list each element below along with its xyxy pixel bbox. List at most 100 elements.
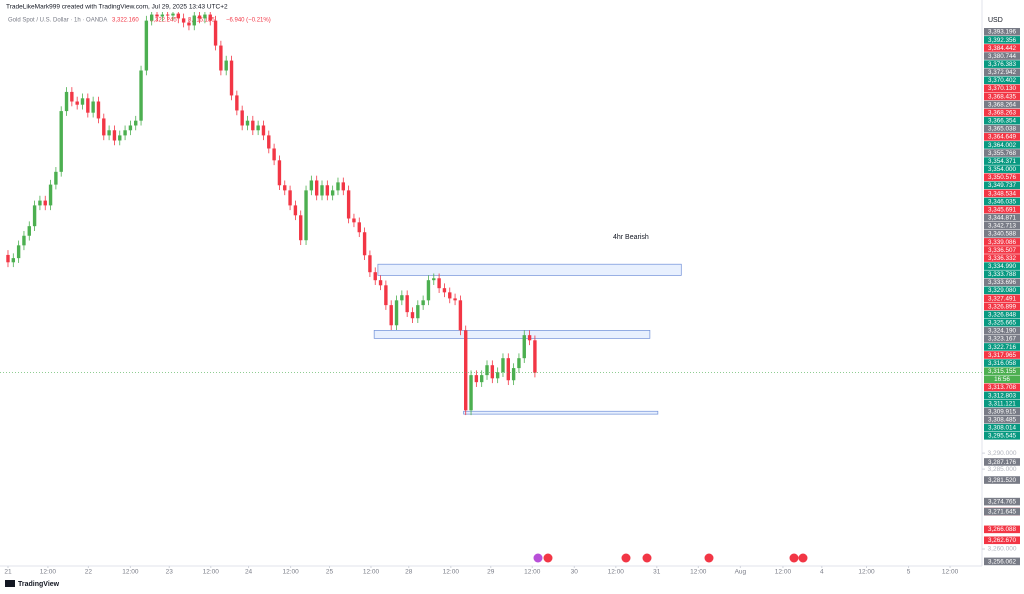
candle-body bbox=[485, 365, 489, 376]
candle-body bbox=[22, 235, 26, 246]
candle-body bbox=[128, 125, 133, 131]
candle-body bbox=[197, 15, 202, 19]
price-badge bbox=[984, 205, 1020, 214]
x-tick-label: 12:00 bbox=[282, 569, 299, 576]
candle-body bbox=[416, 305, 420, 319]
candle-body bbox=[75, 101, 79, 105]
price-badge-label: 3,364.002 bbox=[988, 142, 1017, 149]
candle-body bbox=[448, 292, 452, 299]
candle-body bbox=[267, 135, 271, 149]
candle-body bbox=[86, 98, 90, 113]
price-badge bbox=[984, 28, 1020, 36]
candle-body bbox=[527, 335, 532, 341]
candle-body bbox=[54, 171, 58, 185]
candle-body bbox=[511, 368, 516, 381]
price-badge bbox=[984, 391, 1020, 400]
price-badge-label: 3,384.442 bbox=[988, 45, 1017, 52]
candle-body bbox=[224, 60, 228, 71]
plot-area bbox=[6, 12, 682, 416]
price-badge-label: 3,295.545 bbox=[988, 433, 1017, 440]
x-tick-label: 12:00 bbox=[690, 569, 707, 576]
x-tick-label: 12:00 bbox=[363, 569, 380, 576]
price-badge-label: 3,368.435 bbox=[988, 93, 1017, 100]
price-badge bbox=[984, 84, 1020, 93]
price-badge bbox=[984, 149, 1020, 157]
x-tick-label: 12:00 bbox=[942, 569, 959, 576]
candle-body bbox=[384, 285, 388, 306]
x-tick-label: 25 bbox=[326, 569, 334, 576]
candle-body bbox=[213, 20, 218, 46]
legend-value: 3,322.245 bbox=[150, 18, 177, 24]
candle-body bbox=[490, 365, 495, 379]
event-icon bbox=[642, 553, 652, 563]
price-badge-label: 3,325.665 bbox=[988, 320, 1017, 327]
price-marker-label: 3,256.062 bbox=[988, 558, 1017, 565]
candle-body bbox=[410, 312, 415, 319]
price-badge bbox=[984, 246, 1020, 254]
price-badge bbox=[984, 270, 1020, 278]
price-marker-label: 3,281.520 bbox=[988, 477, 1017, 484]
price-badge-label: 3,346.035 bbox=[988, 198, 1017, 205]
candle-body bbox=[219, 45, 223, 71]
candle-body bbox=[314, 180, 319, 196]
candle-body bbox=[330, 190, 335, 196]
candle-body bbox=[16, 245, 21, 259]
event-icon bbox=[798, 553, 808, 563]
candle-body bbox=[187, 22, 191, 26]
price-badge-label: 3,340.588 bbox=[988, 231, 1017, 238]
price-marker bbox=[984, 557, 1020, 566]
price-badge-label: 3,348.534 bbox=[988, 190, 1017, 197]
candle-body bbox=[123, 130, 127, 136]
price-badge-label: 3,333.788 bbox=[988, 271, 1017, 278]
price-badge bbox=[984, 359, 1020, 367]
candle-body bbox=[501, 358, 505, 373]
price-badge bbox=[984, 100, 1020, 109]
price-badge-label: 3,324.190 bbox=[988, 328, 1017, 335]
candle-body bbox=[261, 125, 266, 136]
candle-body bbox=[453, 298, 457, 301]
price-badge bbox=[984, 60, 1020, 68]
candle-body bbox=[283, 185, 287, 191]
candle-body bbox=[346, 190, 351, 219]
price-badge-label: 3,355.768 bbox=[988, 150, 1017, 157]
price-badge-label: 3,350.576 bbox=[988, 174, 1017, 181]
candle-body bbox=[96, 101, 101, 119]
price-badge-label: 3,364.649 bbox=[988, 134, 1017, 141]
price-badge bbox=[984, 262, 1020, 270]
price-badge-label: 3,366.354 bbox=[988, 118, 1017, 125]
zone bbox=[377, 263, 682, 276]
candle-body bbox=[373, 272, 377, 281]
candle-body bbox=[336, 182, 340, 191]
x-tick-label: 30 bbox=[571, 569, 579, 576]
price-badge-label: 3,326.848 bbox=[988, 311, 1017, 318]
y-tick-label: 3,290.000 bbox=[988, 450, 1017, 457]
price-badge bbox=[984, 141, 1020, 149]
candle-body bbox=[405, 295, 409, 313]
price-badge-label: 3,393.196 bbox=[988, 29, 1017, 36]
price-badge bbox=[984, 254, 1020, 262]
x-tick-label: 22 bbox=[85, 569, 93, 576]
candle-body bbox=[458, 300, 463, 331]
candle-body bbox=[506, 358, 510, 381]
zone bbox=[373, 330, 651, 339]
price-badge bbox=[984, 318, 1020, 327]
price-badge bbox=[984, 92, 1020, 101]
candle-body bbox=[91, 101, 95, 113]
price-marker-label: 3,287.176 bbox=[988, 459, 1017, 466]
event-icon bbox=[704, 553, 714, 563]
candle-body bbox=[400, 295, 404, 301]
price-badge bbox=[984, 335, 1020, 343]
candle-body bbox=[155, 14, 159, 17]
event-icon bbox=[533, 553, 543, 563]
price-badge-label: 16:56 bbox=[994, 376, 1010, 383]
price-badge-label: 3,333.696 bbox=[988, 279, 1017, 286]
price-badge-label: 3,308.485 bbox=[988, 417, 1017, 424]
y-tick-label: 3,260.000 bbox=[988, 546, 1017, 553]
price-badge bbox=[984, 181, 1020, 190]
candle-body bbox=[389, 305, 393, 326]
candle-body bbox=[149, 14, 154, 21]
x-tick-label: 28 bbox=[405, 569, 413, 576]
price-badge bbox=[984, 197, 1020, 206]
